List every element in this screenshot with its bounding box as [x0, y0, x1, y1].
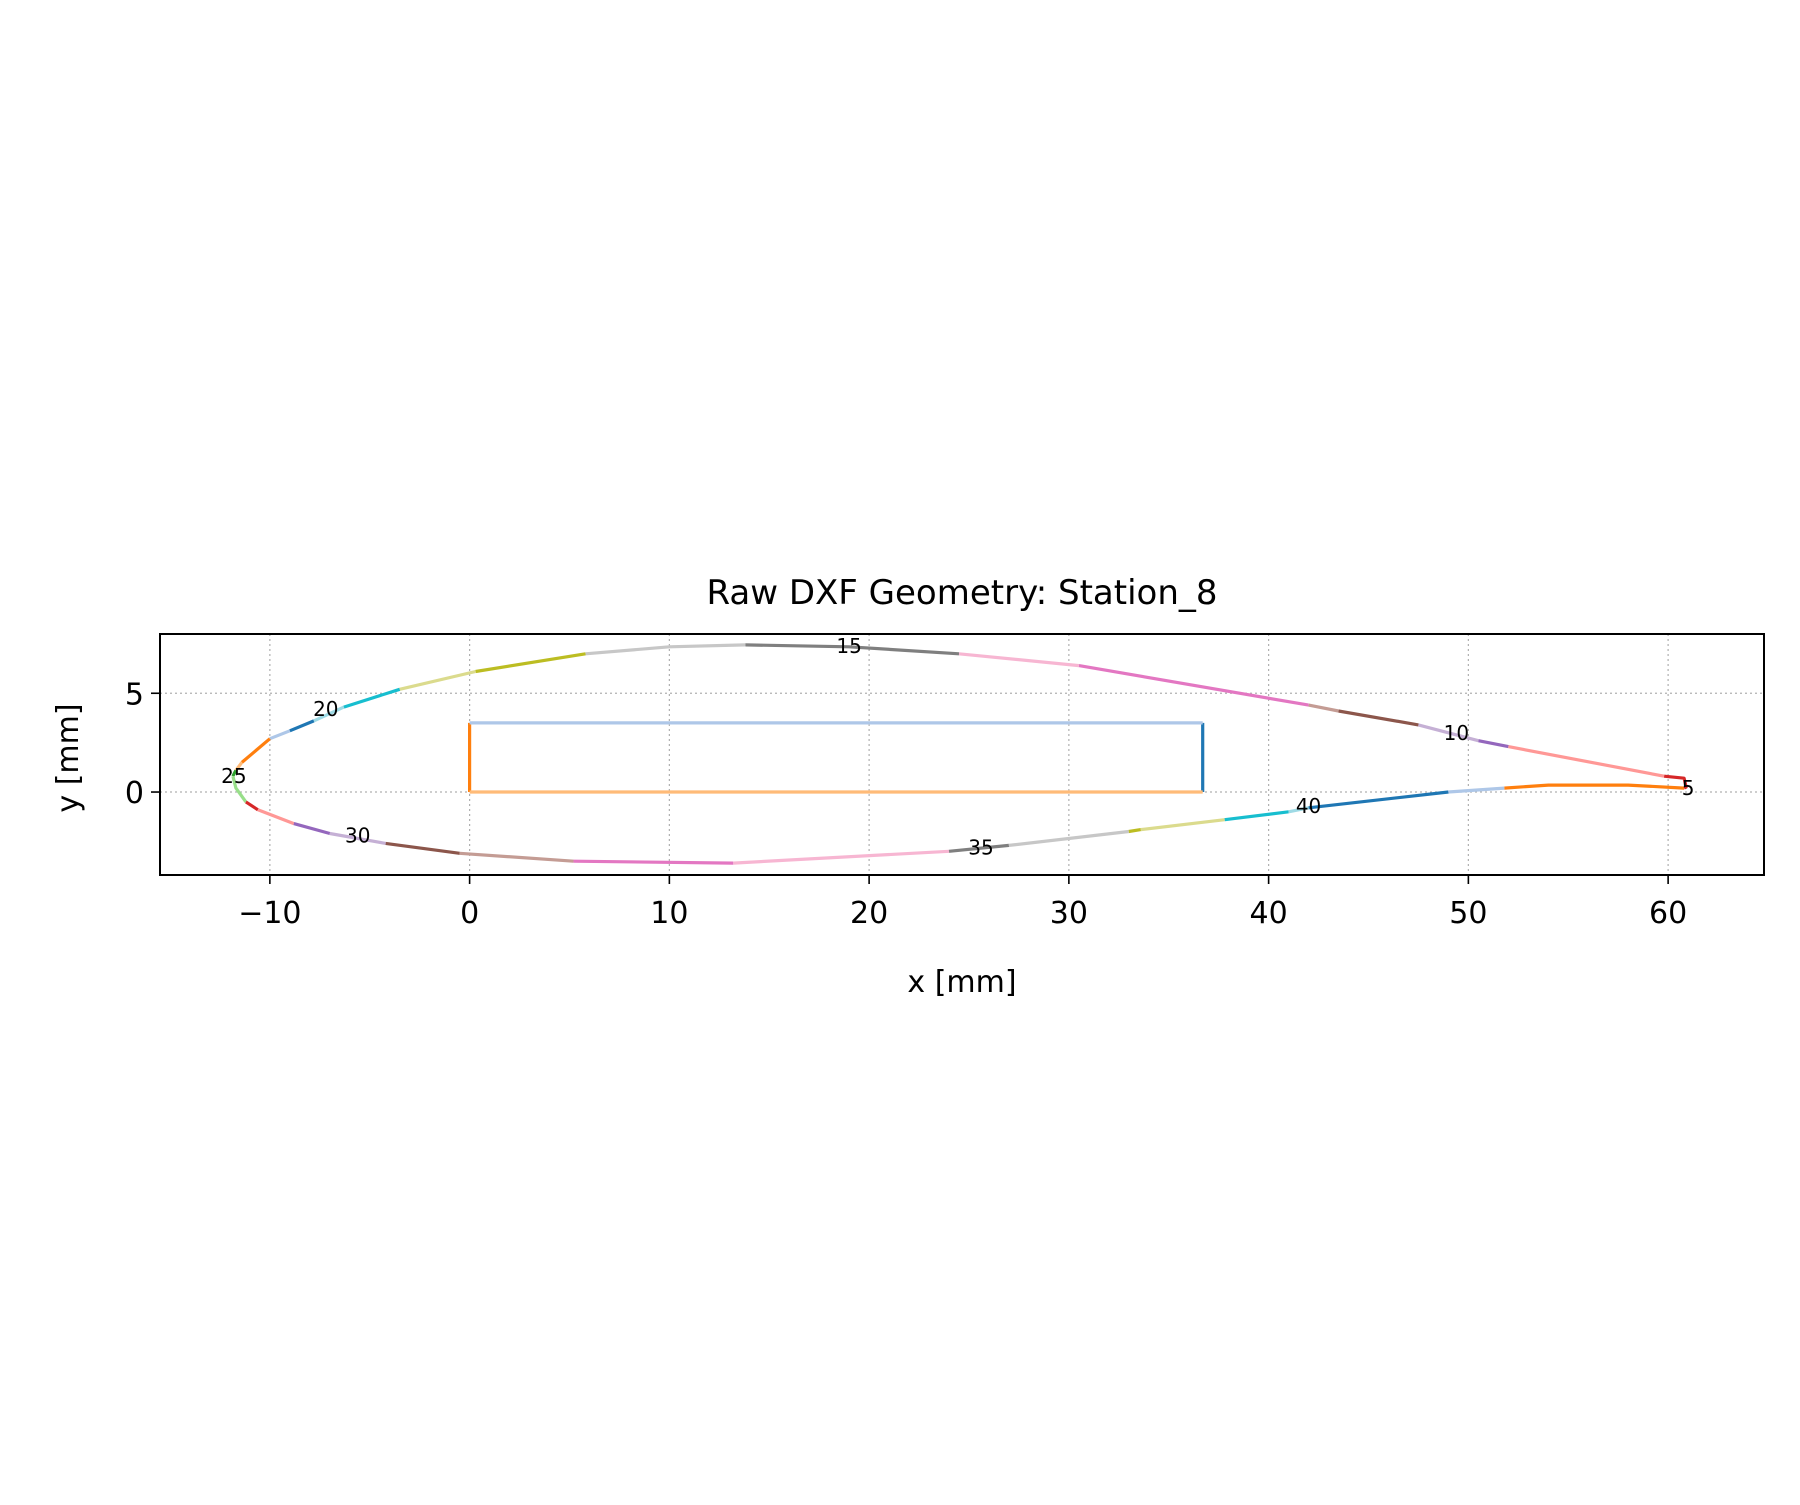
- geometry-segment-38: [1224, 810, 1289, 822]
- segment-index-label: 10: [1444, 721, 1469, 745]
- geometry-segment-6: [1663, 774, 1688, 790]
- series-layer: [231, 643, 1688, 865]
- x-axis-label: x [mm]: [907, 965, 1016, 1000]
- geometry-segment-35: [1008, 829, 1129, 847]
- geometry-segment-34: [948, 843, 1010, 853]
- geometry-segment-22: [240, 737, 271, 764]
- plot-frame: [159, 633, 1765, 876]
- geometry-segment-27: [257, 808, 295, 826]
- geometry-segment-13: [958, 652, 1080, 668]
- geometry-segment-30: [385, 841, 460, 855]
- geometry-segment-31: [459, 851, 574, 863]
- geometry-segment-19: [313, 705, 345, 723]
- x-tick-label: −10: [238, 896, 301, 931]
- geometry-segment-32: [573, 859, 734, 865]
- geometry-segment-9: [1417, 723, 1479, 743]
- geometry-segment-7: [1508, 745, 1665, 778]
- geometry-segment-20: [289, 719, 315, 733]
- x-tick-label: 40: [1250, 896, 1288, 931]
- y-tick-label: 0: [125, 776, 144, 811]
- geometry-segment-8: [1478, 739, 1509, 749]
- segment-index-label: 15: [836, 634, 861, 658]
- segment-label-layer: 5 10 15 20 25 30 35 40: [221, 634, 1694, 859]
- geometry-segment-23: [234, 761, 244, 772]
- y-tick-label: 5: [125, 677, 144, 712]
- chart-title: Raw DXF Geometry: Station_8: [707, 573, 1218, 613]
- geometry-segment-33: [733, 849, 950, 865]
- geometry-segment-11: [1308, 703, 1339, 713]
- x-tick-label: 30: [1050, 896, 1088, 931]
- geometry-segment-41: [1448, 786, 1505, 794]
- geometry-segment-14: [745, 643, 960, 656]
- segment-index-label: 20: [313, 697, 338, 721]
- x-tick-label: 60: [1649, 896, 1687, 931]
- tick-layer: −10 0 10 20 30 40 50 60 0 5: [125, 677, 1687, 931]
- x-tick-label: 10: [650, 896, 688, 931]
- geometry-segment-24: [231, 769, 238, 777]
- x-tick-label: 0: [460, 896, 479, 931]
- segment-index-label: 35: [968, 835, 993, 859]
- geometry-segment-10: [1338, 709, 1419, 727]
- segment-index-label: 25: [221, 764, 246, 788]
- geometry-segment-25: [231, 775, 248, 803]
- segment-index-label: 5: [1682, 776, 1695, 800]
- geometry-segment-40: [1308, 790, 1449, 810]
- geometry-segment-26: [245, 800, 259, 812]
- geometry-segment-5: [1504, 783, 1685, 790]
- x-tick-label: 20: [850, 896, 888, 931]
- geometry-segment-37: [1140, 818, 1225, 832]
- geometry-segment-21: [269, 729, 291, 741]
- geometry-segment-36: [1128, 828, 1142, 834]
- y-axis-label: y [mm]: [51, 703, 86, 812]
- segment-index-label: 30: [345, 823, 370, 847]
- geometry-segment-16: [475, 652, 586, 674]
- geometry-segment-18: [343, 687, 401, 709]
- geometry-segment-15: [585, 643, 746, 656]
- segment-index-label: 40: [1296, 794, 1321, 818]
- geometry-segment-29: [329, 831, 386, 845]
- geometry-segment-12: [1078, 664, 1309, 707]
- geometry-segment-28: [293, 822, 331, 836]
- geometry-segment-17: [399, 669, 476, 691]
- geometry-segment-39: [1288, 806, 1309, 814]
- x-tick-label: 50: [1449, 896, 1487, 931]
